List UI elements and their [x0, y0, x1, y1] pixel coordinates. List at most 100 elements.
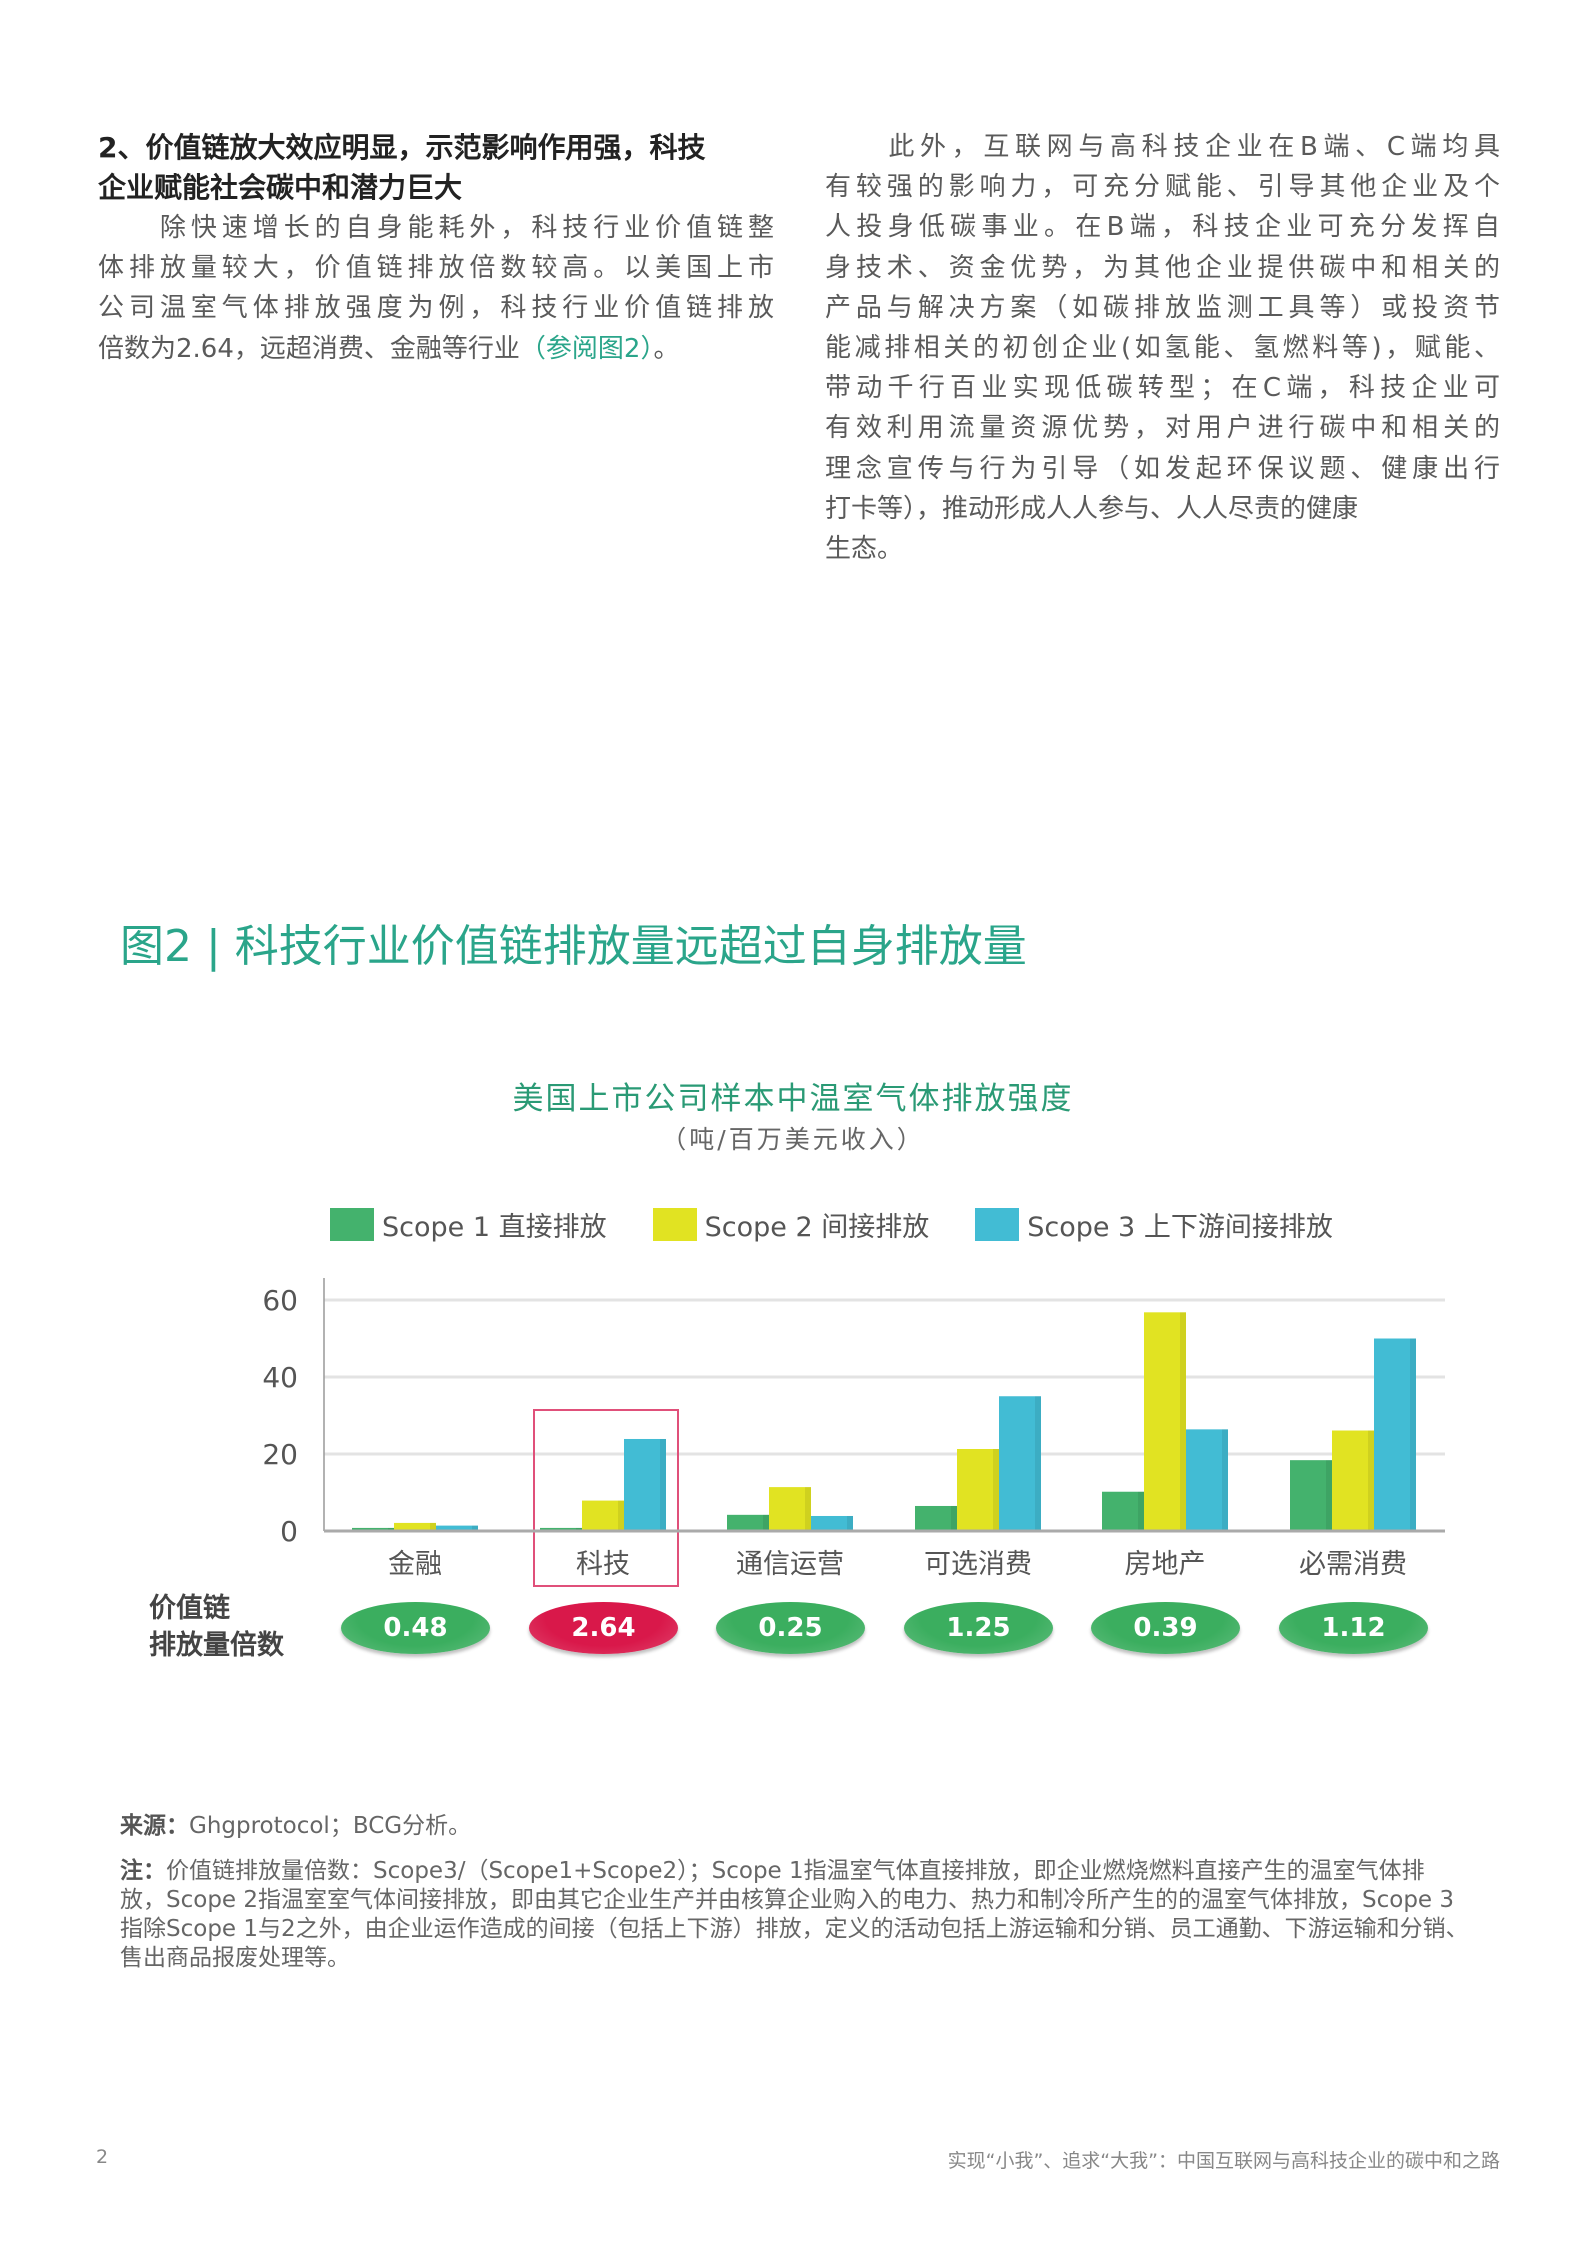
heading-line: 2、价值链放大效应明显，示范影响作用强，科技 [98, 131, 706, 164]
bar-5-0 [1290, 1460, 1332, 1531]
text-line: 带动千行百业实现低碳转型；在C端，科技企业可 [825, 373, 1500, 404]
right-paragraph: 此外，互联网与高科技企业在B端、C端均具 有较强的影响力，可充分赋能、引导其他企业… [825, 127, 1500, 569]
bar-3-0 [915, 1505, 957, 1531]
bar-shade [1222, 1429, 1228, 1531]
bar-4-1 [1144, 1312, 1186, 1531]
section-heading: 2、价值链放大效应明显，示范影响作用强，科技 企业赋能社会碳中和潜力巨大 [98, 128, 788, 208]
text-line: 有效利用流量资源优势，对用户进行碳中和相关的 [825, 413, 1500, 444]
y-tick-label: 60 [262, 1284, 298, 1317]
legend-item: Scope 1 直接排放 [330, 1205, 607, 1244]
highlight-box [533, 1409, 679, 1587]
bar-shade [847, 1515, 853, 1531]
text-line: 能减排相关的初创企业(如氢能、氢燃料等)，赋能、 [825, 333, 1500, 364]
text: 倍数为2.64，远超消费、金融等行业 [98, 333, 520, 364]
bar-shade [1035, 1396, 1041, 1531]
bar-shade [388, 1527, 394, 1531]
bar-shade [1138, 1491, 1144, 1531]
bar-4-2 [1186, 1429, 1228, 1531]
note-line: 注：价值链排放量倍数：Scope3/（Scope1+Scope2）；Scope … [120, 1857, 1470, 1973]
text-line: 倍数为2.64，远超消费、金融等行业（参阅图2）。 [98, 329, 774, 369]
bar-3-2 [999, 1396, 1041, 1531]
footer-title: 实现“小我”、追求“大我”：中国互联网与高科技企业的碳中和之路 [947, 2150, 1500, 2172]
category-label: 通信运营 [736, 1549, 844, 1580]
category-label: 金融 [388, 1549, 442, 1580]
text: 。 [653, 333, 680, 364]
bar-2-2 [811, 1515, 853, 1531]
category-label: 房地产 [1125, 1549, 1206, 1580]
multiplier-badge: 1.12 [1279, 1602, 1428, 1654]
bar-shade [1368, 1430, 1374, 1531]
bar-1-0 [540, 1527, 582, 1531]
text-line: 生态。 [825, 534, 904, 565]
text-line: 理念宣传与行为引导（如发起环保议题、健康出行 [825, 453, 1500, 484]
legend-swatch [652, 1208, 697, 1241]
source-line: 来源：Ghgprotocol；BCG分析。 [120, 1812, 1470, 1841]
bar-shade [430, 1522, 436, 1531]
bar-1-1 [582, 1500, 624, 1531]
chart-subtitle: （吨/百万美元收入） [661, 1125, 925, 1154]
text-line: 公司温室气体排放强度为例，科技行业价值链排放 [98, 293, 774, 324]
bar-shade [805, 1487, 811, 1531]
multiplier-badge: 2.64 [529, 1602, 678, 1654]
y-tick-label: 40 [262, 1361, 298, 1394]
label-line: 价值链 [149, 1593, 230, 1624]
multiplier-badge: 1.25 [904, 1602, 1053, 1654]
left-paragraph: 除快速增长的自身能耗外，科技行业价值链整 体排放量较大，价值链排放倍数较高。以美… [98, 208, 774, 369]
multiplier-badge: 0.25 [716, 1602, 865, 1654]
text-line: 人投身低碳事业。在B端，科技企业可充分发挥自 [825, 212, 1500, 243]
chart-notes: 来源：Ghgprotocol；BCG分析。 注：价值链排放量倍数：Scope3/… [120, 1812, 1470, 1973]
bar-shade [1180, 1312, 1186, 1531]
y-tick-label: 0 [280, 1515, 298, 1548]
y-tick-label: 20 [262, 1438, 298, 1471]
figure-title: 图2 | 科技行业价值链排放量远超过自身排放量 [120, 921, 1027, 972]
bar-shade [1410, 1338, 1416, 1531]
bar-0-2 [436, 1525, 478, 1531]
legend-label: Scope 2 间接排放 [704, 1212, 930, 1243]
bar-2-0 [727, 1514, 769, 1531]
source-text: Ghgprotocol；BCG分析。 [189, 1813, 472, 1839]
bar-chart: 0 20 40 60 金融 科技 通信运营 可选消费 房地产 必需消费 [262, 1278, 1445, 1587]
text-line: 产品与解决方案（如碳排放监测工具等）或投资节 [825, 292, 1500, 323]
text-line: 此外，互联网与高科技企业在B端、C端均具 [825, 132, 1500, 162]
bar-3-1 [957, 1448, 999, 1531]
note-text: 价值链排放量倍数：Scope3/（Scope1+Scope2）；Scope 1指… [120, 1858, 1469, 1971]
text-line: 身技术、资金优势，为其他企业提供碳中和相关的 [825, 252, 1500, 283]
bar-1-2 [624, 1438, 666, 1531]
label-line: 排放量倍数 [149, 1630, 284, 1661]
legend-swatch [975, 1208, 1020, 1241]
legend-label: Scope 3 上下游间接排放 [1027, 1212, 1333, 1243]
bar-5-2 [1374, 1338, 1416, 1531]
bar-shade [576, 1527, 582, 1531]
figure-reference-link[interactable]: （参阅图2） [519, 333, 654, 364]
bar-shade [1326, 1460, 1332, 1531]
bar-5-1 [1332, 1430, 1374, 1531]
bar-shade [472, 1525, 478, 1531]
multiplier-badge: 0.39 [1091, 1602, 1240, 1654]
bar-4-0 [1102, 1491, 1144, 1531]
multiplier-badge: 0.48 [341, 1602, 490, 1654]
legend-item: Scope 3 上下游间接排放 [975, 1205, 1333, 1244]
bar-2-1 [769, 1487, 811, 1531]
bar-shade [618, 1500, 624, 1531]
text-line: 打卡等），推动形成人人参与、人人尽责的健康 [825, 493, 1359, 524]
legend-swatch [330, 1208, 374, 1241]
category-label: 必需消费 [1299, 1549, 1407, 1580]
bar-0-1 [394, 1522, 436, 1531]
bar-shade [763, 1514, 769, 1531]
multiplier-row-label: 价值链 排放量倍数 [149, 1590, 284, 1664]
bar-shade [993, 1448, 999, 1531]
page-number: 2 [96, 2146, 109, 2168]
legend-item: Scope 2 间接排放 [652, 1205, 930, 1244]
chart-title: 美国上市公司样本中温室气体排放强度 [512, 1081, 1074, 1117]
legend-label: Scope 1 直接排放 [382, 1212, 607, 1243]
note-label: 注： [120, 1858, 166, 1884]
chart-legend: Scope 1 直接排放 Scope 2 间接排放 Scope 3 上下游间接排放 [330, 1205, 1333, 1244]
text-line: 有较强的影响力，可充分赋能、引导其他企业及个 [825, 172, 1500, 203]
text-line: 体排放量较大，价值链排放倍数较高。以美国上市 [98, 253, 774, 284]
category-label: 科技 [576, 1549, 630, 1580]
bar-shade [951, 1505, 957, 1531]
heading-line: 企业赋能社会碳中和潜力巨大 [98, 171, 463, 204]
text-line: 除快速增长的自身能耗外，科技行业价值链整 [98, 213, 774, 243]
bar-0-0 [352, 1527, 394, 1531]
source-label: 来源： [120, 1813, 189, 1839]
